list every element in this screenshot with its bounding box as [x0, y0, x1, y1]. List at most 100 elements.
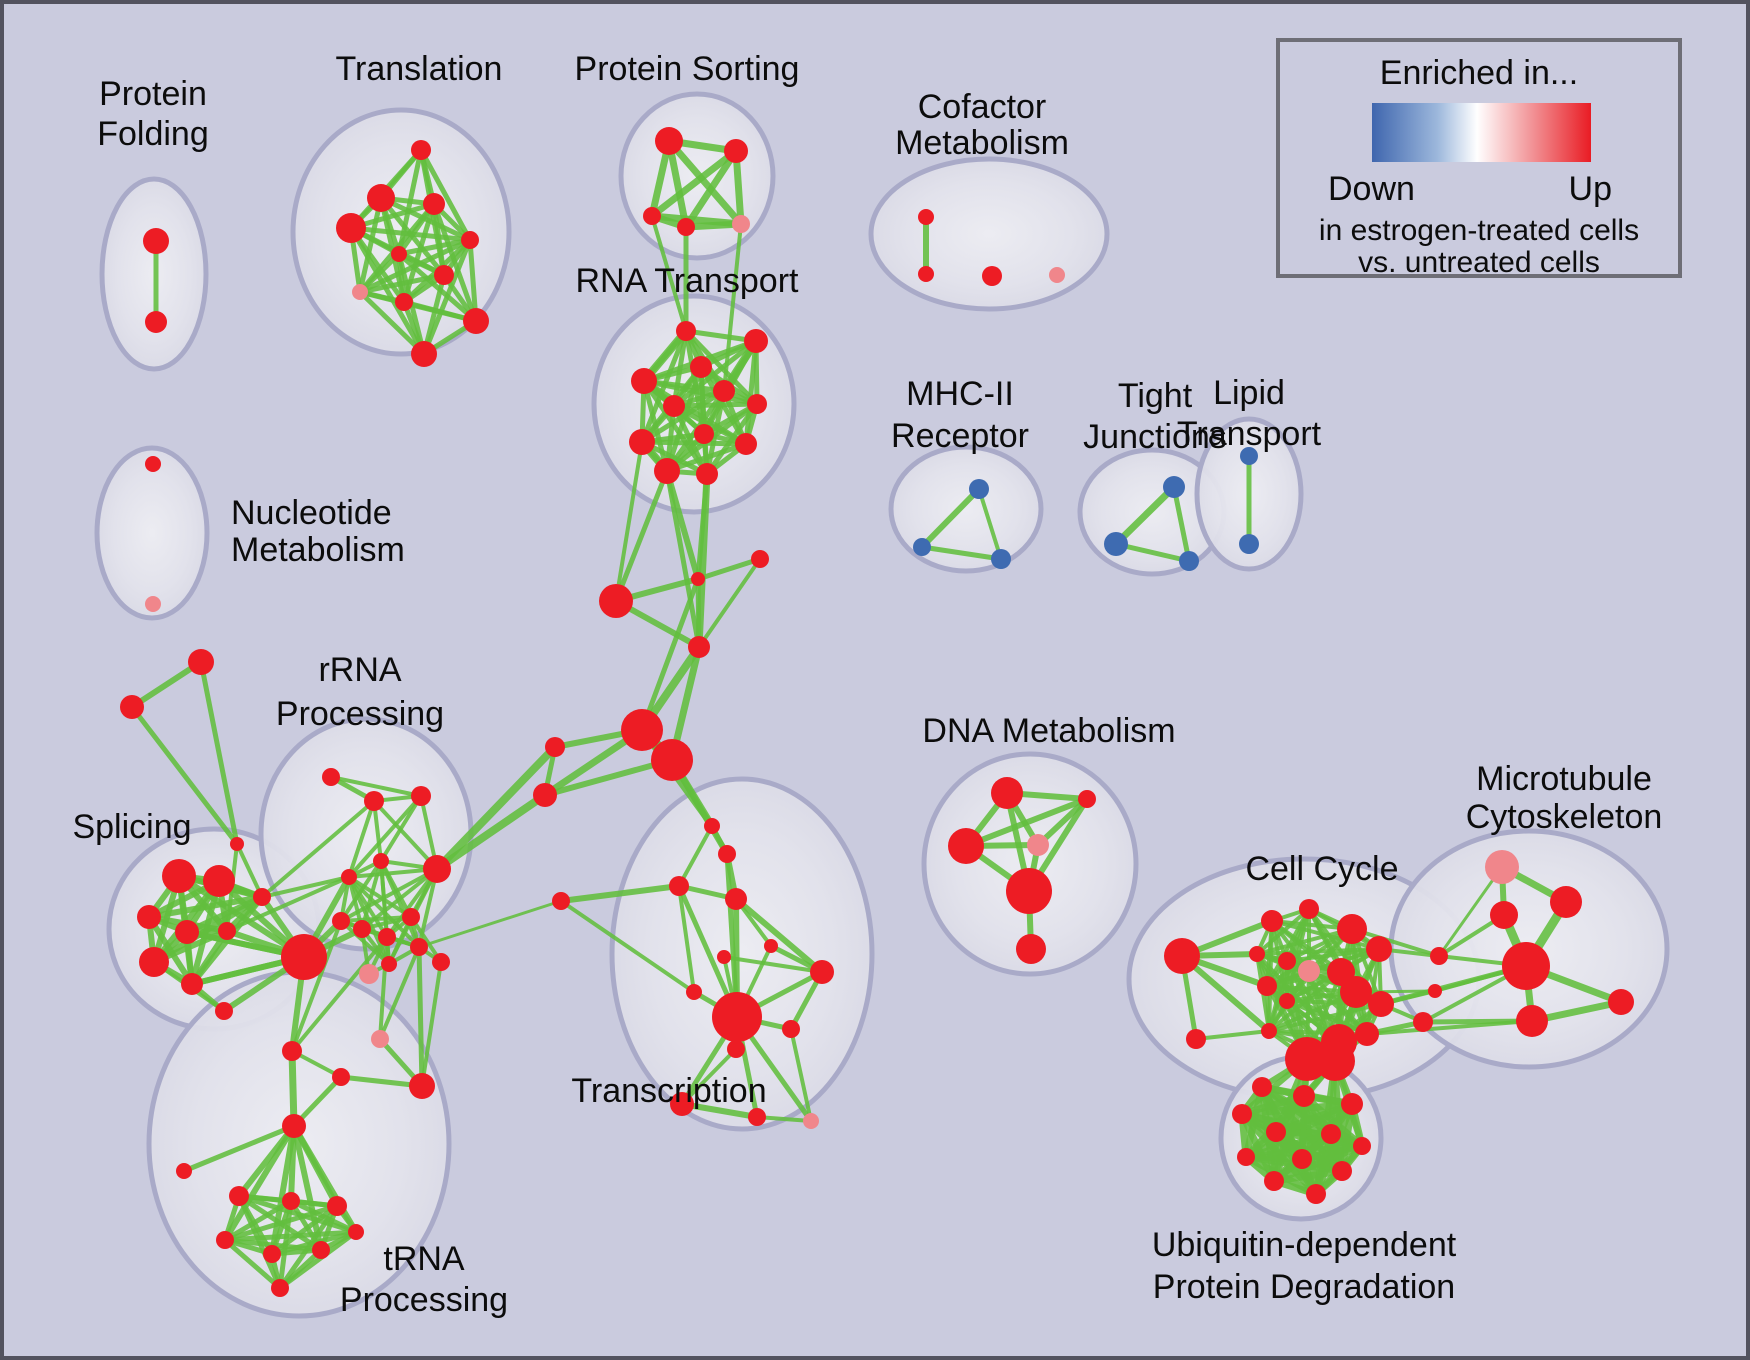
network-node[interactable] [751, 550, 769, 568]
network-node[interactable] [1413, 1012, 1433, 1032]
network-node[interactable] [718, 845, 736, 863]
network-node[interactable] [694, 424, 714, 444]
network-node[interactable] [423, 855, 451, 883]
network-node[interactable] [411, 140, 431, 160]
network-node[interactable] [724, 139, 748, 163]
network-node[interactable] [918, 266, 934, 282]
network-node[interactable] [1239, 534, 1259, 554]
network-node[interactable] [162, 859, 196, 893]
network-node[interactable] [677, 218, 695, 236]
network-node[interactable] [378, 928, 396, 946]
network-node[interactable] [139, 947, 169, 977]
network-node[interactable] [409, 1073, 435, 1099]
network-node[interactable] [1164, 938, 1200, 974]
network-node[interactable] [696, 463, 718, 485]
network-node[interactable] [727, 1040, 745, 1058]
network-node[interactable] [1237, 1148, 1255, 1166]
network-node[interactable] [281, 934, 327, 980]
network-node[interactable] [982, 266, 1002, 286]
network-node[interactable] [143, 228, 169, 254]
network-node[interactable] [1292, 1149, 1312, 1169]
network-node[interactable] [670, 1092, 694, 1116]
network-node[interactable] [145, 596, 161, 612]
network-node[interactable] [1049, 267, 1065, 283]
network-node[interactable] [691, 572, 705, 586]
network-node[interactable] [218, 922, 236, 940]
network-node[interactable] [655, 127, 683, 155]
network-node[interactable] [1016, 934, 1046, 964]
network-node[interactable] [1163, 476, 1185, 498]
network-node[interactable] [1315, 1041, 1355, 1081]
network-node[interactable] [423, 193, 445, 215]
network-node[interactable] [188, 649, 214, 675]
network-node[interactable] [651, 739, 693, 781]
network-node[interactable] [215, 1002, 233, 1020]
network-node[interactable] [137, 905, 161, 929]
network-node[interactable] [1608, 989, 1634, 1015]
network-node[interactable] [312, 1241, 330, 1259]
network-node[interactable] [282, 1114, 306, 1138]
network-node[interactable] [631, 368, 657, 394]
network-node[interactable] [348, 1224, 364, 1240]
network-node[interactable] [332, 1068, 350, 1086]
network-node[interactable] [629, 429, 655, 455]
network-node[interactable] [282, 1192, 300, 1210]
network-node[interactable] [341, 869, 357, 885]
network-node[interactable] [1006, 868, 1052, 914]
network-node[interactable] [1232, 1104, 1252, 1124]
network-node[interactable] [1490, 901, 1518, 929]
network-node[interactable] [782, 1020, 800, 1038]
network-node[interactable] [1428, 984, 1442, 998]
network-node[interactable] [1279, 993, 1295, 1009]
network-node[interactable] [1078, 790, 1096, 808]
network-node[interactable] [253, 888, 271, 906]
network-node[interactable] [803, 1113, 819, 1129]
network-node[interactable] [432, 953, 450, 971]
network-node[interactable] [1261, 910, 1283, 932]
network-node[interactable] [1179, 551, 1199, 571]
network-node[interactable] [1340, 976, 1372, 1008]
network-node[interactable] [533, 783, 557, 807]
network-node[interactable] [230, 837, 244, 851]
network-node[interactable] [175, 920, 199, 944]
network-node[interactable] [676, 321, 696, 341]
network-node[interactable] [717, 950, 731, 964]
network-node[interactable] [1332, 1161, 1352, 1181]
network-node[interactable] [1550, 886, 1582, 918]
network-node[interactable] [913, 538, 931, 556]
network-node[interactable] [411, 341, 437, 367]
network-node[interactable] [410, 938, 428, 956]
network-node[interactable] [643, 207, 661, 225]
network-node[interactable] [263, 1245, 281, 1263]
network-node[interactable] [810, 960, 834, 984]
network-node[interactable] [690, 356, 712, 378]
network-node[interactable] [1337, 914, 1367, 944]
network-node[interactable] [747, 394, 767, 414]
network-node[interactable] [735, 433, 757, 455]
network-node[interactable] [1299, 899, 1319, 919]
network-node[interactable] [1104, 532, 1128, 556]
network-node[interactable] [918, 209, 934, 225]
network-node[interactable] [732, 215, 750, 233]
network-node[interactable] [336, 213, 366, 243]
network-node[interactable] [1264, 1171, 1284, 1191]
network-node[interactable] [402, 908, 420, 926]
network-node[interactable] [145, 456, 161, 472]
network-node[interactable] [686, 984, 702, 1000]
network-node[interactable] [271, 1279, 289, 1297]
network-node[interactable] [748, 1108, 766, 1126]
network-node[interactable] [552, 892, 570, 910]
network-node[interactable] [621, 709, 663, 751]
network-node[interactable] [1430, 947, 1448, 965]
network-node[interactable] [229, 1186, 249, 1206]
network-node[interactable] [371, 1030, 389, 1048]
network-node[interactable] [1321, 1124, 1341, 1144]
network-node[interactable] [364, 791, 384, 811]
network-node[interactable] [1186, 1029, 1206, 1049]
network-node[interactable] [969, 479, 989, 499]
network-node[interactable] [725, 888, 747, 910]
network-node[interactable] [352, 284, 368, 300]
network-node[interactable] [663, 395, 685, 417]
network-node[interactable] [1353, 1137, 1371, 1155]
network-node[interactable] [991, 777, 1023, 809]
